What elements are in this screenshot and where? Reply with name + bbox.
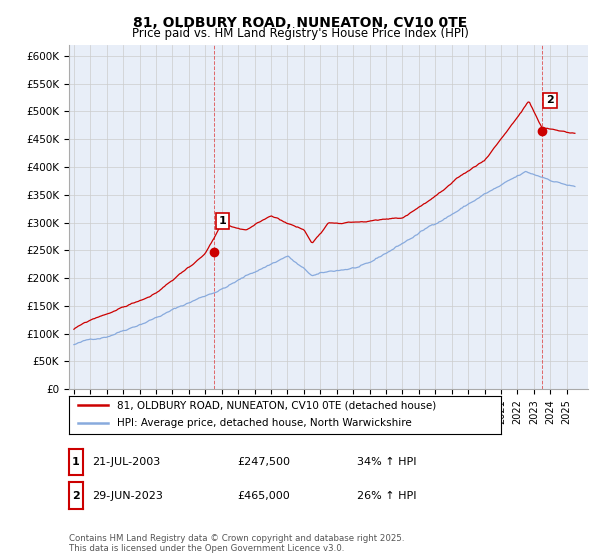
Text: 2: 2 — [72, 491, 80, 501]
Text: 81, OLDBURY ROAD, NUNEATON, CV10 0TE: 81, OLDBURY ROAD, NUNEATON, CV10 0TE — [133, 16, 467, 30]
Text: 29-JUN-2023: 29-JUN-2023 — [92, 491, 163, 501]
Text: 34% ↑ HPI: 34% ↑ HPI — [357, 457, 416, 467]
Text: £247,500: £247,500 — [237, 457, 290, 467]
Text: Contains HM Land Registry data © Crown copyright and database right 2025.
This d: Contains HM Land Registry data © Crown c… — [69, 534, 404, 553]
Text: 21-JUL-2003: 21-JUL-2003 — [92, 457, 160, 467]
Text: £465,000: £465,000 — [237, 491, 290, 501]
Text: 1: 1 — [218, 216, 226, 226]
Text: 81, OLDBURY ROAD, NUNEATON, CV10 0TE (detached house): 81, OLDBURY ROAD, NUNEATON, CV10 0TE (de… — [116, 400, 436, 410]
Text: 1: 1 — [72, 457, 80, 467]
Text: 2: 2 — [546, 95, 554, 105]
Text: 26% ↑ HPI: 26% ↑ HPI — [357, 491, 416, 501]
Text: HPI: Average price, detached house, North Warwickshire: HPI: Average price, detached house, Nort… — [116, 418, 411, 428]
Text: Price paid vs. HM Land Registry's House Price Index (HPI): Price paid vs. HM Land Registry's House … — [131, 27, 469, 40]
